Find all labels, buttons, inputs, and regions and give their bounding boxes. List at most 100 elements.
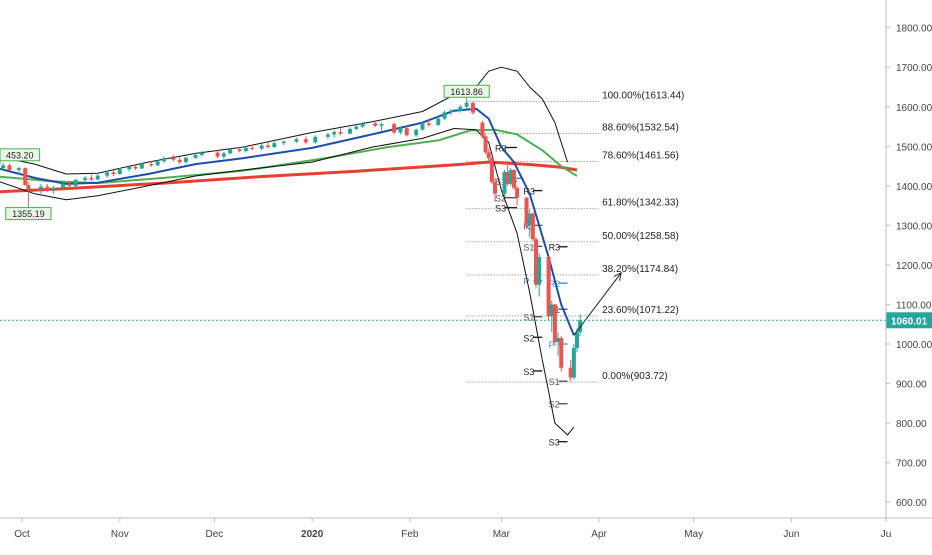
pivot-level-label: P <box>549 340 555 350</box>
candle-body <box>215 152 220 157</box>
candle-body <box>67 183 72 186</box>
time-tick-label: Oct <box>14 529 30 540</box>
fib-level-label: 23.60%(1071.22) <box>602 305 679 316</box>
pivot-level-label: R2 <box>523 221 535 231</box>
candle-body <box>552 304 557 343</box>
candle-body <box>332 132 337 135</box>
candle-body <box>73 179 78 186</box>
candle-body <box>392 124 397 133</box>
pivot-level-label: P <box>523 277 529 287</box>
price-tick-label: 900.00 <box>896 380 927 391</box>
fib-level-label: 100.00%(1613.44) <box>602 90 684 101</box>
candle-body <box>549 304 554 317</box>
candle-body <box>139 164 144 169</box>
time-tick-label: May <box>684 529 703 540</box>
candle-body <box>575 332 580 348</box>
candle-body <box>537 257 542 285</box>
price-tick-label: 1400.00 <box>896 182 932 193</box>
candle-body <box>508 170 513 184</box>
candle-body <box>470 102 475 113</box>
candle-body <box>83 177 88 180</box>
pivot-level-label: S3 <box>523 367 534 377</box>
indicator-line <box>0 160 578 194</box>
price-callout-box <box>0 148 41 162</box>
candle-body <box>379 124 384 126</box>
candle-body <box>38 186 43 190</box>
price-tick-label: 1500.00 <box>896 142 932 153</box>
candle-body <box>95 175 100 180</box>
annotations[interactable]: 1613.86 1355.19 453.20 1060.01 <box>0 84 932 336</box>
time-axis[interactable]: Oct Nov Dec 2020 Feb Mar Apr May Jun Ju <box>0 517 932 540</box>
candle-body <box>177 159 182 163</box>
candle-body <box>133 166 138 169</box>
candle-body <box>259 145 264 149</box>
candle-body <box>184 157 189 163</box>
candle-body <box>480 122 485 137</box>
pivot-level-label: R3 <box>495 143 507 153</box>
candle-body <box>294 139 299 142</box>
candle-body <box>426 123 431 125</box>
price-tick-label: 1300.00 <box>896 221 932 232</box>
time-tick-label: Jun <box>783 529 799 540</box>
pivot-level-label: S1 <box>523 313 534 323</box>
fibonacci-retracement[interactable]: 100.00%(1613.44) 88.60%(1532.54) 78.60%(14… <box>466 90 685 383</box>
candle-body <box>127 166 132 170</box>
fib-level-label: 78.60%(1461.56) <box>602 151 679 162</box>
fib-level-label: 38.20%(1174.84) <box>602 264 678 275</box>
fib-level-label: 0.00%(903.72) <box>602 371 668 382</box>
candle-body <box>559 338 564 368</box>
candle-body <box>117 169 122 174</box>
pivot-level-label: S3 <box>495 204 506 214</box>
candle-body <box>486 152 491 159</box>
candle-body <box>61 183 66 188</box>
candle-body <box>338 132 343 134</box>
candle-body <box>571 347 576 378</box>
candle-body <box>1 165 6 169</box>
candle-body <box>527 213 532 226</box>
candle-body <box>228 149 233 154</box>
candle-body <box>436 118 441 125</box>
candle-body <box>7 165 12 171</box>
pivot-level-label: S1 <box>549 377 560 387</box>
time-tick-label: 2020 <box>301 529 324 540</box>
price-tick-label: 600.00 <box>896 498 927 509</box>
price-callout-label: 453.20 <box>6 150 34 160</box>
time-tick-label: Ju <box>881 529 892 540</box>
pivot-level-label: S2 <box>549 400 560 410</box>
candle-body <box>111 172 116 174</box>
candle-body <box>16 168 21 171</box>
pivot-level-label: S1 <box>523 242 534 252</box>
time-tick-label: Nov <box>111 529 129 540</box>
candle-body <box>360 123 365 127</box>
candle-body <box>303 139 308 143</box>
candle-body <box>105 172 110 176</box>
price-axis[interactable]: 1800.00 1700.00 1600.00 1500.00 1400.00 1300.… <box>885 0 932 518</box>
fib-level-label: 88.60%(1532.54) <box>602 122 679 133</box>
price-tick-label: 1800.00 <box>896 24 932 35</box>
candle-body <box>313 136 318 143</box>
candle-body <box>281 141 286 144</box>
indicator-line <box>0 128 578 185</box>
forecast-arrow-head <box>613 271 622 281</box>
candle-body <box>45 186 50 191</box>
candle-body <box>515 187 520 198</box>
candle-body <box>404 128 409 136</box>
candle-body <box>505 172 510 184</box>
time-tick-label: Feb <box>401 529 419 540</box>
candle-body <box>502 172 507 194</box>
candle-body <box>489 158 494 182</box>
last-price-badge <box>886 312 932 329</box>
candle-body <box>458 106 463 111</box>
candle-body <box>250 147 255 149</box>
fib-level-label: 61.80%(1342.33) <box>602 198 679 209</box>
candle-body <box>442 112 447 119</box>
candle-body <box>23 168 28 186</box>
time-tick-label: Apr <box>591 529 607 540</box>
indicator-line <box>0 128 575 436</box>
candle-body <box>221 153 226 157</box>
candle-body <box>556 338 561 343</box>
forecast-arrow-shaft <box>573 272 622 336</box>
candle-body <box>420 123 425 130</box>
price-tick-label: 1600.00 <box>896 103 932 114</box>
